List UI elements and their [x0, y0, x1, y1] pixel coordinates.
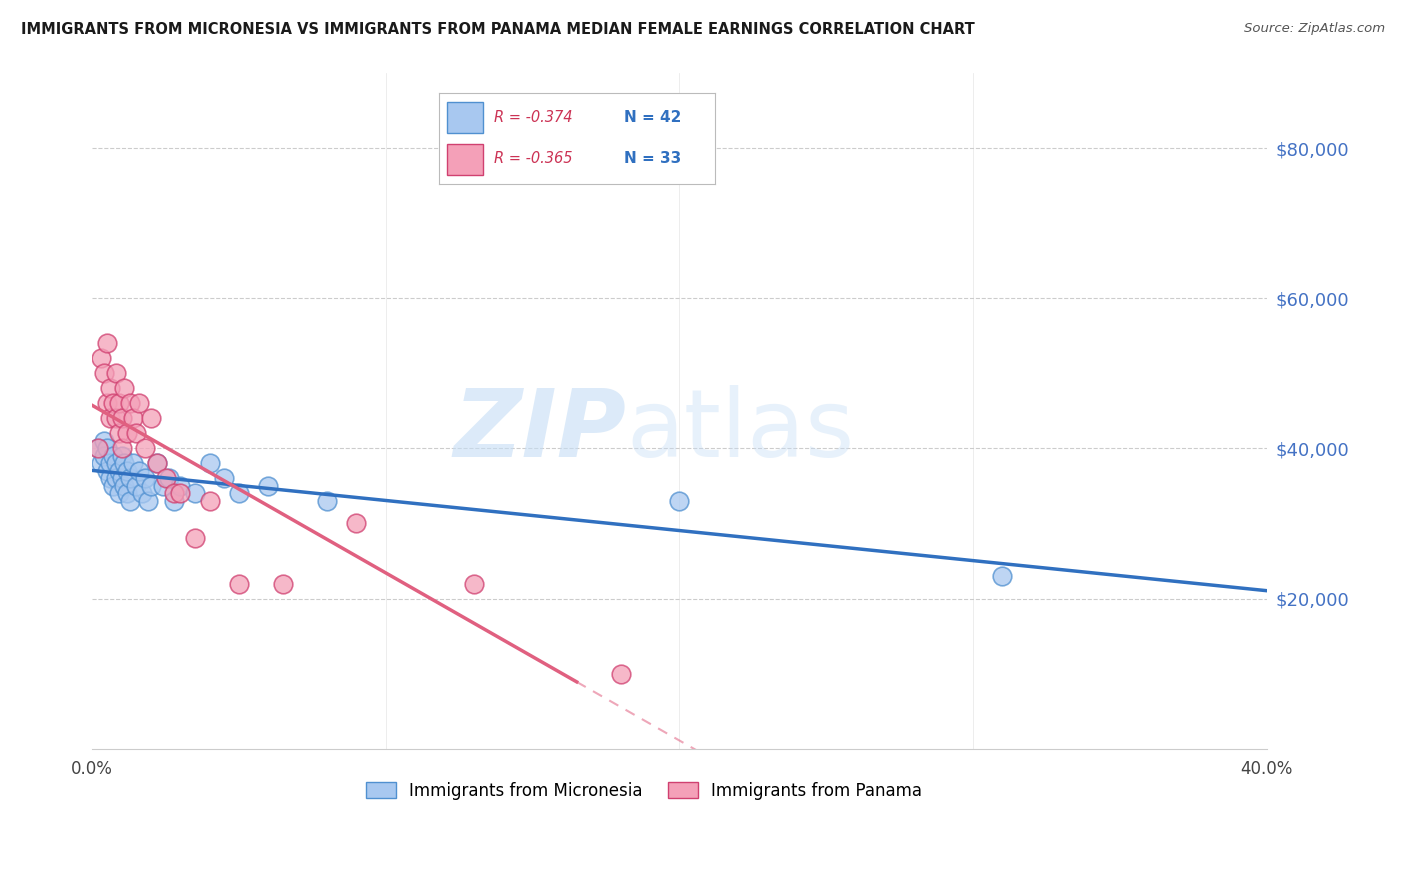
Point	[107, 426, 129, 441]
Point	[101, 479, 124, 493]
Point	[120, 396, 142, 410]
Point	[157, 471, 180, 485]
Point	[668, 494, 690, 508]
Point	[96, 442, 118, 456]
Point	[128, 464, 150, 478]
Point	[152, 479, 174, 493]
Point	[87, 442, 110, 456]
Point	[131, 486, 153, 500]
Point	[163, 486, 186, 500]
Point	[134, 442, 156, 456]
Point	[346, 516, 368, 531]
Point	[98, 457, 121, 471]
Point	[117, 486, 139, 500]
Point	[120, 471, 142, 485]
Point	[991, 569, 1014, 583]
Point	[90, 351, 112, 366]
Point	[101, 396, 124, 410]
Point	[110, 442, 132, 456]
Point	[463, 576, 485, 591]
Point	[117, 464, 139, 478]
Point	[128, 396, 150, 410]
Point	[117, 426, 139, 441]
Point	[96, 396, 118, 410]
Point	[146, 457, 169, 471]
Point	[169, 486, 191, 500]
Point	[114, 479, 136, 493]
Point	[98, 381, 121, 395]
Point	[107, 486, 129, 500]
Point	[228, 576, 250, 591]
Point	[139, 479, 162, 493]
Point	[107, 396, 129, 410]
Point	[110, 411, 132, 425]
Text: ZIP: ZIP	[454, 385, 627, 477]
Point	[107, 464, 129, 478]
Point	[146, 457, 169, 471]
Point	[198, 494, 221, 508]
Text: Source: ZipAtlas.com: Source: ZipAtlas.com	[1244, 22, 1385, 36]
Point	[104, 457, 127, 471]
Point	[271, 576, 294, 591]
Point	[122, 411, 145, 425]
Point	[134, 471, 156, 485]
Point	[104, 471, 127, 485]
Point	[93, 449, 115, 463]
Point	[104, 411, 127, 425]
Point	[110, 471, 132, 485]
Point	[87, 442, 110, 456]
Text: atlas: atlas	[627, 385, 855, 477]
Point	[93, 434, 115, 448]
Point	[93, 367, 115, 381]
Point	[125, 479, 148, 493]
Point	[90, 457, 112, 471]
Point	[163, 494, 186, 508]
Point	[96, 464, 118, 478]
Point	[125, 426, 148, 441]
Point	[316, 494, 339, 508]
Legend: Immigrants from Micronesia, Immigrants from Panama: Immigrants from Micronesia, Immigrants f…	[361, 777, 928, 805]
Point	[184, 532, 207, 546]
Point	[114, 381, 136, 395]
Point	[155, 471, 177, 485]
Point	[228, 486, 250, 500]
Point	[98, 411, 121, 425]
Point	[110, 449, 132, 463]
Point	[139, 411, 162, 425]
Point	[101, 449, 124, 463]
Point	[120, 494, 142, 508]
Text: IMMIGRANTS FROM MICRONESIA VS IMMIGRANTS FROM PANAMA MEDIAN FEMALE EARNINGS CORR: IMMIGRANTS FROM MICRONESIA VS IMMIGRANTS…	[21, 22, 974, 37]
Point	[257, 479, 280, 493]
Point	[184, 486, 207, 500]
Point	[104, 367, 127, 381]
Point	[98, 471, 121, 485]
Point	[96, 336, 118, 351]
Point	[114, 457, 136, 471]
Point	[609, 666, 631, 681]
Point	[169, 479, 191, 493]
Point	[198, 457, 221, 471]
Point	[122, 457, 145, 471]
Point	[214, 471, 236, 485]
Point	[136, 494, 159, 508]
